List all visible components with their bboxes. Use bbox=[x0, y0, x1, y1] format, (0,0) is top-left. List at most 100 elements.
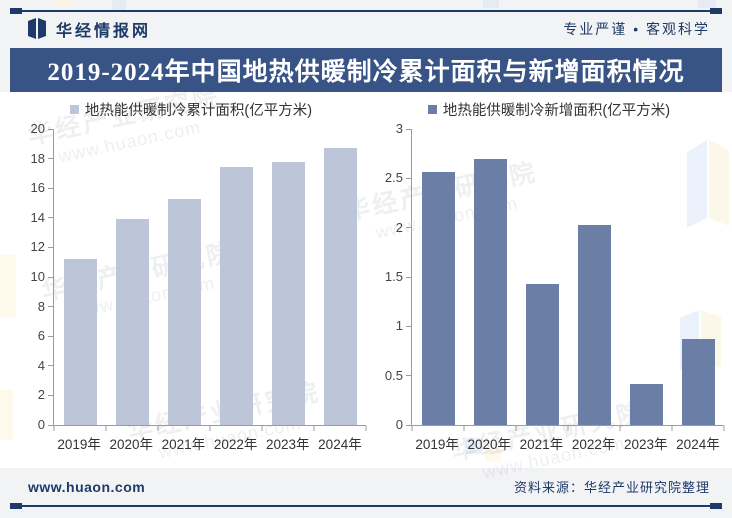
x-tick-mark bbox=[671, 426, 673, 431]
y-tick-label: 10 bbox=[30, 269, 45, 284]
x-tick-mark bbox=[567, 426, 569, 431]
rule-endcap bbox=[710, 503, 722, 509]
y-tick-mark bbox=[406, 227, 411, 229]
y-tick-mark bbox=[48, 276, 53, 278]
bar-2021年 bbox=[525, 283, 559, 425]
watermark-chip bbox=[112, 0, 126, 10]
x-tick-mark bbox=[157, 426, 159, 431]
y-tick-mark bbox=[48, 217, 53, 219]
legend-marker-icon bbox=[69, 104, 79, 114]
footer-source: 资料来源：华经产业研究院整理 bbox=[513, 480, 710, 495]
bar-2019年 bbox=[421, 172, 455, 425]
bars bbox=[412, 129, 724, 425]
y-tick-mark bbox=[48, 365, 53, 367]
footer-website: www.huaon.com bbox=[28, 478, 146, 495]
rule-endcap bbox=[710, 8, 722, 14]
bars bbox=[54, 129, 366, 425]
x-tick-mark bbox=[411, 426, 413, 431]
watermark-chip bbox=[483, 0, 499, 8]
watermark-chip bbox=[698, 0, 716, 8]
y-tick-label: 2 bbox=[37, 387, 45, 403]
y-tick-label: 4 bbox=[37, 357, 45, 373]
y-tick-mark bbox=[48, 394, 53, 396]
y-tick-mark bbox=[48, 306, 53, 308]
y-tick-mark bbox=[406, 177, 411, 179]
bar-2023年 bbox=[629, 383, 663, 425]
x-axis-label: 2022年 bbox=[213, 437, 258, 452]
bar-2019年 bbox=[63, 259, 97, 425]
plot-area bbox=[406, 128, 725, 431]
bar-2024年 bbox=[323, 148, 357, 425]
legend-label: 地热能供暖制冷新增面积(亿平方米) bbox=[442, 102, 671, 119]
huajing-logo-icon bbox=[28, 18, 46, 39]
y-tick-label: 16 bbox=[30, 180, 45, 196]
x-tick-mark bbox=[261, 426, 263, 431]
x-axis-label: 2023年 bbox=[266, 437, 310, 452]
x-axis-labels: 2019年 2020年 2021年 2022年 2023年 2024年 bbox=[411, 426, 724, 453]
y-tick-label: 6 bbox=[37, 328, 45, 344]
bar-2021年 bbox=[167, 198, 201, 425]
y-tick-label: 18 bbox=[30, 150, 45, 166]
x-axis-label: 2024年 bbox=[318, 437, 362, 452]
y-tick-label: 1.5 bbox=[384, 269, 403, 284]
y-tick-label: 20 bbox=[30, 121, 45, 136]
brand-name: 华经情报网 bbox=[56, 23, 152, 40]
bar-2022年 bbox=[577, 224, 611, 425]
y-tick-label: 1 bbox=[395, 318, 403, 334]
rule-endcap bbox=[10, 503, 22, 509]
bar-2020年 bbox=[115, 219, 149, 425]
y-tick-label: 14 bbox=[30, 209, 45, 225]
top-rule bbox=[10, 8, 722, 14]
brand: 华经情报网 bbox=[26, 17, 151, 41]
y-tick-label: 0 bbox=[395, 417, 403, 432]
x-axis-label: 2021年 bbox=[161, 437, 206, 452]
legend: 地热能供暖制冷累计面积(亿平方米) bbox=[16, 97, 366, 121]
y-tick-mark bbox=[406, 276, 411, 278]
y-tick-label: 12 bbox=[30, 239, 45, 255]
x-axis-label: 2019年 bbox=[415, 437, 459, 452]
y-tick-label: 0.5 bbox=[384, 367, 403, 383]
y-tick-mark bbox=[48, 424, 53, 426]
chart-title: 2019-2024年中国地热供暖制冷累计面积与新增面积情况 bbox=[47, 59, 685, 86]
y-tick-mark bbox=[406, 325, 411, 327]
x-axis-label: 2021年 bbox=[519, 437, 564, 452]
x-tick-mark bbox=[619, 426, 621, 431]
bottom-rule bbox=[10, 503, 722, 509]
y-tick-label: 0 bbox=[37, 417, 45, 432]
y-tick-mark bbox=[48, 246, 53, 248]
x-tick-mark bbox=[313, 426, 315, 431]
y-tick-mark bbox=[406, 128, 411, 130]
charts-row: 地热能供暖制冷累计面积(亿平方米) 0 2 4 6 8 10 12 14 16 18 20 2019… bbox=[16, 97, 725, 453]
bar-2020年 bbox=[473, 158, 507, 425]
chart: 地热能供暖制冷累计面积(亿平方米) 0 2 4 6 8 10 12 14 16 18 20 2019… bbox=[16, 97, 367, 453]
y-tick-mark bbox=[48, 158, 53, 160]
legend-label: 地热能供暖制冷累计面积(亿平方米) bbox=[84, 102, 313, 119]
header: 华经情报网 专业严谨 • 客观科学 bbox=[26, 17, 710, 41]
footer: www.huaon.com 资料来源：华经产业研究院整理 bbox=[28, 477, 710, 496]
y-tick-mark bbox=[48, 335, 53, 337]
x-axis-label: 2024年 bbox=[676, 437, 720, 452]
x-tick-mark bbox=[723, 426, 725, 431]
rule-endcap bbox=[10, 8, 22, 14]
y-axis: 0 2 4 6 8 10 12 14 16 18 20 bbox=[16, 121, 53, 432]
title-bar: 2019-2024年中国地热供暖制冷累计面积与新增面积情况 bbox=[10, 48, 722, 92]
y-tick-mark bbox=[48, 187, 53, 189]
bar-2022年 bbox=[219, 167, 253, 425]
plot-area bbox=[48, 128, 367, 431]
x-tick-mark bbox=[209, 426, 211, 431]
x-axis-label: 2019年 bbox=[57, 437, 101, 452]
x-axis-labels: 2019年 2020年 2021年 2022年 2023年 2024年 bbox=[53, 426, 366, 453]
x-tick-mark bbox=[53, 426, 55, 431]
y-tick-label: 3 bbox=[395, 121, 403, 136]
header-tagline: 专业严谨 • 客观科学 bbox=[563, 21, 710, 37]
watermark-chip bbox=[55, 0, 73, 8]
x-axis-label: 2022年 bbox=[571, 437, 616, 452]
x-axis-label: 2020年 bbox=[109, 437, 154, 452]
x-tick-mark bbox=[463, 426, 465, 431]
y-tick-label: 8 bbox=[37, 298, 45, 314]
y-tick-label: 2.5 bbox=[384, 170, 403, 186]
y-tick-mark bbox=[406, 424, 411, 426]
bar-2024年 bbox=[681, 339, 715, 425]
x-axis-label: 2023年 bbox=[624, 437, 668, 452]
